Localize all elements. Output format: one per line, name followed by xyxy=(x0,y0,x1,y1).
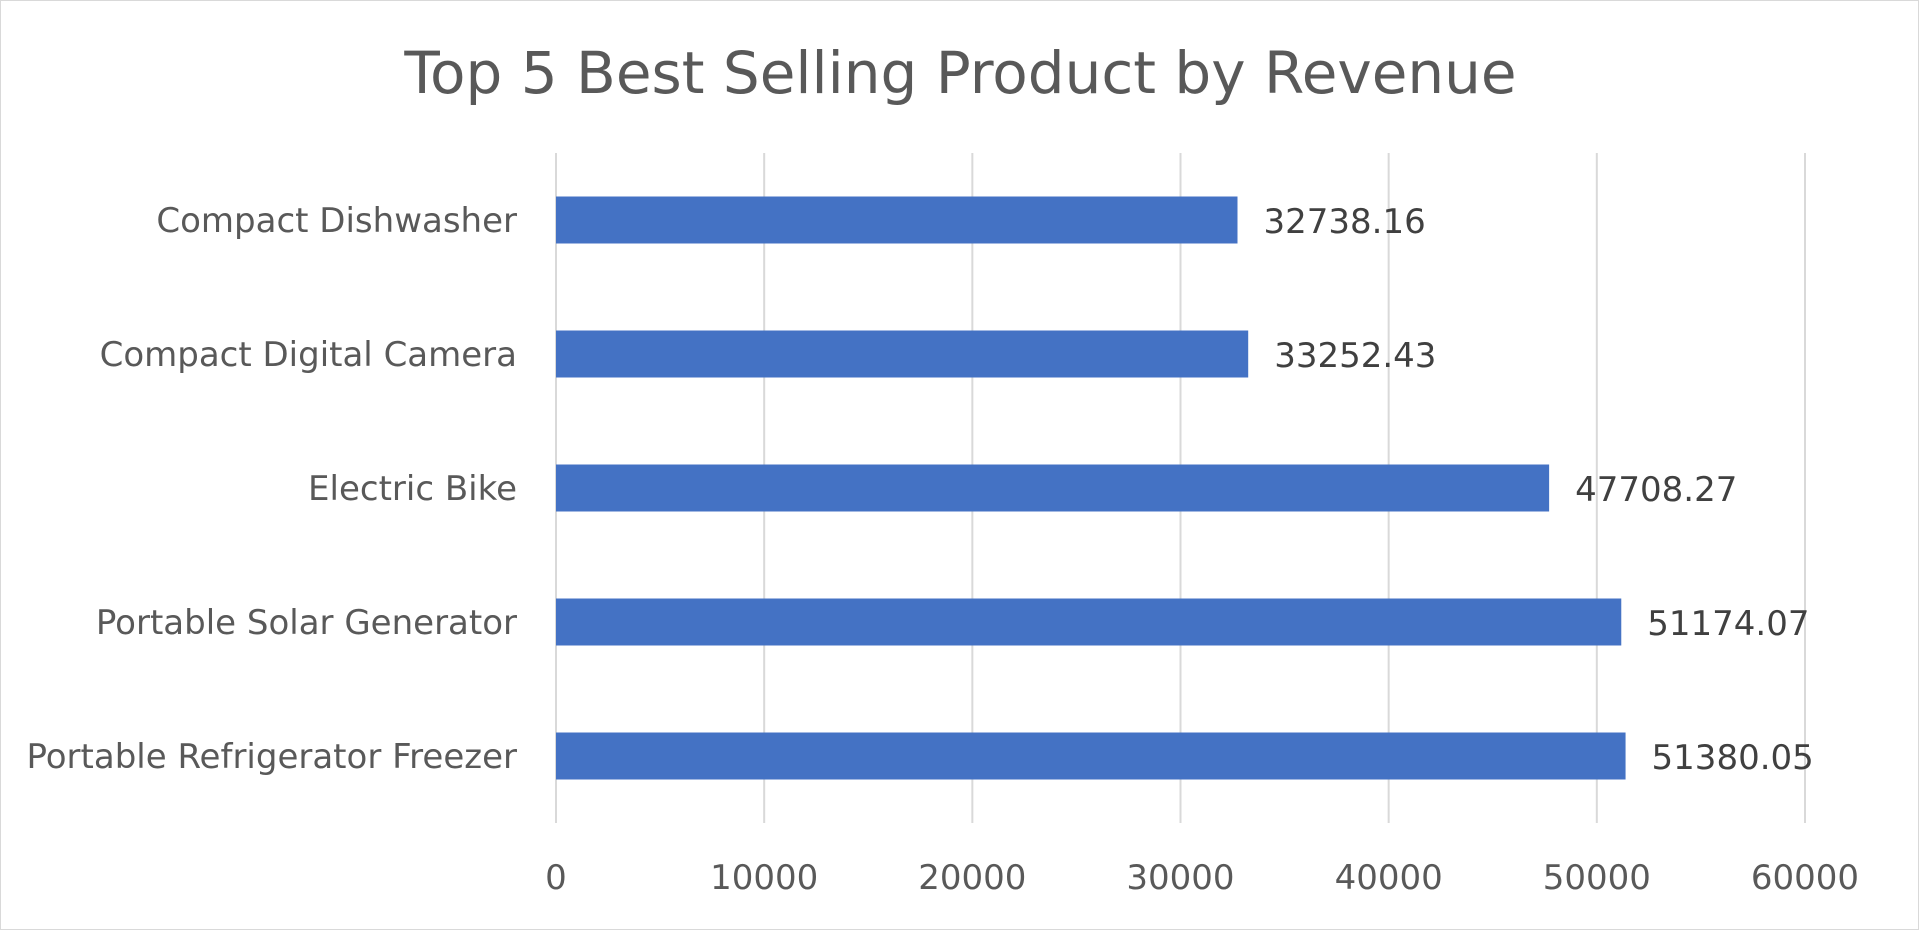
bar xyxy=(556,330,1249,378)
x-tick-label: 60000 xyxy=(1751,858,1859,898)
x-tick-label: 40000 xyxy=(1335,858,1443,898)
bar xyxy=(556,598,1622,646)
x-tick-label: 10000 xyxy=(710,858,818,898)
x-tick-label: 30000 xyxy=(1126,858,1234,898)
category-label: Portable Solar Generator xyxy=(96,603,517,643)
category-label: Portable Refrigerator Freezer xyxy=(26,737,517,777)
chart-title: Top 5 Best Selling Product by Revenue xyxy=(404,39,1517,107)
bar xyxy=(556,196,1238,244)
category-label: Compact Dishwasher xyxy=(156,201,517,241)
category-label: Electric Bike xyxy=(308,469,517,509)
data-label: 33252.43 xyxy=(1274,336,1436,376)
x-tick-label: 0 xyxy=(545,858,567,898)
x-tick-label: 20000 xyxy=(918,858,1026,898)
x-tick-label: 50000 xyxy=(1543,858,1651,898)
data-label: 51380.05 xyxy=(1652,738,1814,778)
bar xyxy=(556,464,1550,512)
data-label: 51174.07 xyxy=(1647,604,1809,644)
data-label: 32738.16 xyxy=(1263,202,1425,242)
data-label: 47708.27 xyxy=(1575,470,1737,510)
category-label: Compact Digital Camera xyxy=(100,335,517,375)
bar xyxy=(556,732,1626,780)
